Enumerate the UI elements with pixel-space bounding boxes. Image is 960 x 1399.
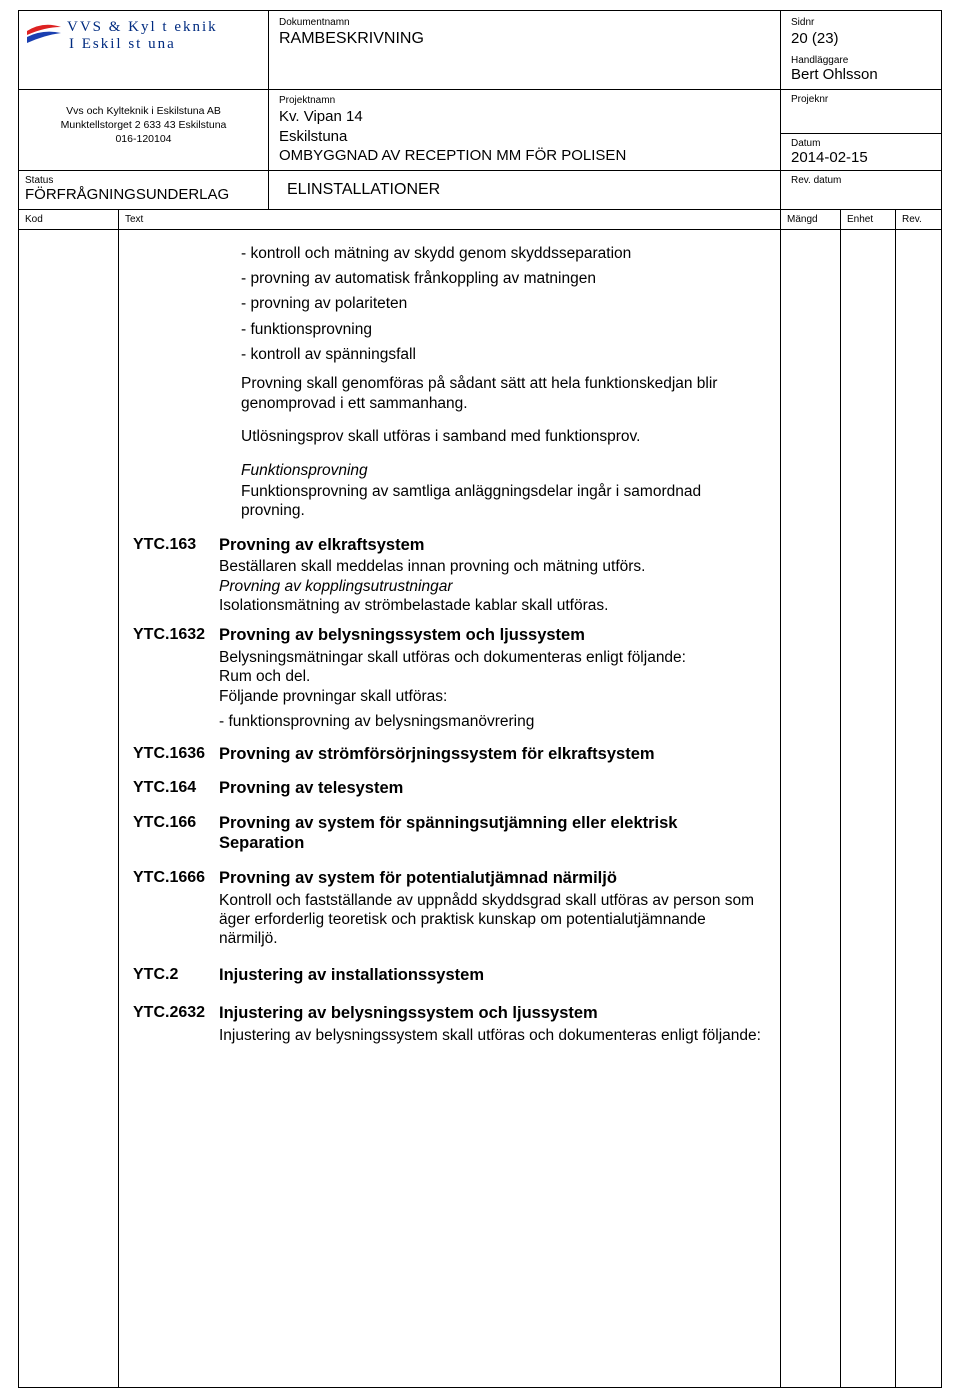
- col-rev: Rev.: [896, 210, 941, 229]
- projektnamn-cell: Projektnamn Kv. Vipan 14 Eskilstuna OMBY…: [269, 90, 781, 170]
- header-row-2: Vvs och Kylteknik i Eskilstuna AB Munkte…: [19, 90, 941, 171]
- col-text: Text: [119, 210, 781, 229]
- revdatum-cell: Rev. datum: [781, 171, 941, 209]
- bullet-item: - provning av polariteten: [241, 294, 766, 313]
- mangd-column: [781, 230, 841, 1388]
- datum-value: 2014-02-15: [791, 149, 931, 166]
- section-code: YTC.2632: [127, 1003, 219, 1045]
- section-ytc1632: YTC.1632 Provning av belysningssystem oc…: [227, 625, 766, 731]
- col-mangd: Mängd: [781, 210, 841, 229]
- section-body: Följande provningar skall utföras:: [219, 687, 766, 706]
- bullet-item: - provning av automatisk frånkoppling av…: [241, 269, 766, 288]
- section-code: YTC.1632: [127, 625, 219, 731]
- status-label: Status: [25, 175, 262, 186]
- section-body: Injustering av belysningssystem skall ut…: [219, 1026, 766, 1045]
- revdatum-label: Rev. datum: [791, 175, 931, 186]
- subtitle-value: ELINSTALLATIONER: [287, 181, 440, 198]
- bullet-item: - kontroll och mätning av skydd genom sk…: [241, 244, 766, 263]
- company-swoosh-icon: [25, 19, 63, 49]
- section-ytc2: YTC.2 Injustering av installationssystem: [227, 965, 766, 988]
- section-code: YTC.163: [127, 535, 219, 616]
- section-title: Provning av telesystem: [219, 778, 766, 799]
- company-name: Vvs och Kylteknik i Eskilstuna AB: [25, 104, 262, 118]
- section-subheading: Provning av kopplingsutrustningar: [219, 577, 766, 596]
- section-ytc1636: YTC.1636 Provning av strömförsörjningssy…: [227, 744, 766, 767]
- logo-line-1: VVS & Kyl t eknik: [67, 19, 218, 36]
- dokumentnamn-label: Dokumentnamn: [279, 17, 770, 28]
- section-code: YTC.166: [127, 813, 219, 856]
- section-body: Isolationsmätning av strömbelastade kabl…: [219, 596, 766, 615]
- text-column: - kontroll och mätning av skydd genom sk…: [119, 230, 781, 1388]
- projektnamn-l2: Eskilstuna: [279, 127, 770, 147]
- subtitle-cell: ELINSTALLATIONER: [269, 171, 781, 209]
- company-phone: 016-120104: [25, 132, 262, 146]
- section-ytc164: YTC.164 Provning av telesystem: [227, 778, 766, 801]
- kod-column: [19, 230, 119, 1388]
- company-address: Vvs och Kylteknik i Eskilstuna AB Munkte…: [19, 90, 269, 170]
- section-title: Injustering av belysningssystem och ljus…: [219, 1003, 766, 1024]
- intro-p3: Funktionsprovning av samtliga anläggning…: [241, 482, 766, 521]
- section-ytc1666: YTC.1666 Provning av system för potentia…: [227, 868, 766, 949]
- section-title: Provning av strömförsörjningssystem för …: [219, 744, 766, 765]
- rev-column: [896, 230, 941, 1388]
- bullet-item: - kontroll av spänningsfall: [241, 345, 766, 364]
- section-title: Provning av system för spänningsutjämnin…: [219, 813, 766, 854]
- col-kod: Kod: [19, 210, 119, 229]
- page-frame: VVS & Kyl t eknik I Eskil st una Dokumen…: [18, 10, 942, 1388]
- sidnr-value: 20 (23): [791, 30, 931, 47]
- dokumentnamn-cell: Dokumentnamn RAMBESKRIVNING: [269, 11, 781, 89]
- section-body: Kontroll och fastställande av uppnådd sk…: [219, 891, 766, 949]
- section-body: Beställaren skall meddelas innan provnin…: [219, 557, 766, 576]
- section-title: Provning av elkraftsystem: [219, 535, 766, 556]
- datum-label: Datum: [791, 138, 931, 149]
- sidnr-label: Sidnr: [791, 17, 931, 28]
- dokumentnamn-value: RAMBESKRIVNING: [279, 30, 770, 48]
- section-bullet: - funktionsprovning av belysningsmanövre…: [219, 712, 766, 731]
- projeknr-label: Projeknr: [791, 94, 931, 105]
- section-ytc2632: YTC.2632 Injustering av belysningssystem…: [227, 1003, 766, 1045]
- date-cell: Projeknr Datum 2014-02-15: [781, 90, 941, 170]
- column-header-row: Kod Text Mängd Enhet Rev.: [19, 210, 941, 230]
- section-ytc163: YTC.163 Provning av elkraftsystem Bestäl…: [227, 535, 766, 616]
- section-title: Provning av system för potentialutjämnad…: [219, 868, 766, 889]
- section-code: YTC.1636: [127, 744, 219, 767]
- section-title: Injustering av installationssystem: [219, 965, 766, 986]
- header-row-1: VVS & Kyl t eknik I Eskil st una Dokumen…: [19, 11, 941, 90]
- sidnr-cell: Sidnr 20 (23) Handläggare Bert Ohlsson: [781, 11, 941, 89]
- intro-p1: Provning skall genomföras på sådant sätt…: [241, 374, 766, 413]
- projektnamn-label: Projektnamn: [279, 94, 770, 107]
- section-body: Belysningsmätningar skall utföras och do…: [219, 648, 766, 667]
- logo-cell: VVS & Kyl t eknik I Eskil st una: [19, 11, 269, 89]
- company-addr: Munktellstorget 2 633 43 Eskilstuna: [25, 118, 262, 132]
- bullet-item: - funktionsprovning: [241, 320, 766, 339]
- header-row-3: Status FÖRFRÅGNINGSUNDERLAG ELINSTALLATI…: [19, 171, 941, 210]
- enhet-column: [841, 230, 896, 1388]
- section-title: Provning av belysningssystem och ljussys…: [219, 625, 766, 646]
- handlaggare-label: Handläggare: [791, 55, 931, 66]
- section-code: YTC.1666: [127, 868, 219, 949]
- projektnamn-l1: Kv. Vipan 14: [279, 107, 770, 127]
- intro-bullets: - kontroll och mätning av skydd genom sk…: [241, 244, 766, 365]
- handlaggare-value: Bert Ohlsson: [791, 66, 931, 83]
- section-code: YTC.2: [127, 965, 219, 988]
- status-value: FÖRFRÅGNINGSUNDERLAG: [25, 186, 262, 203]
- projektnamn-l3: OMBYGGNAD AV RECEPTION MM FÖR POLISEN: [279, 146, 770, 166]
- col-enhet: Enhet: [841, 210, 896, 229]
- intro-p2: Utlösningsprov skall utföras i samband m…: [241, 427, 766, 446]
- logo-line-2: I Eskil st una: [69, 36, 218, 53]
- section-code: YTC.164: [127, 778, 219, 801]
- section-ytc166: YTC.166 Provning av system för spännings…: [227, 813, 766, 856]
- content-body: - kontroll och mätning av skydd genom sk…: [19, 230, 941, 1388]
- section-body: Rum och del.: [219, 667, 766, 686]
- intro-h3: Funktionsprovning: [241, 461, 766, 480]
- status-cell: Status FÖRFRÅGNINGSUNDERLAG: [19, 171, 269, 209]
